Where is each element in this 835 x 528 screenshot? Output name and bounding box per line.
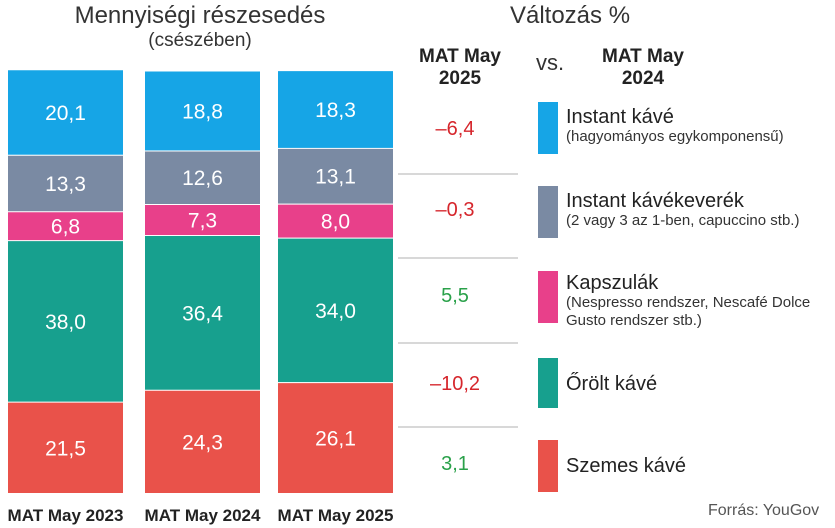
legend-label: Őrölt kávé xyxy=(566,373,658,395)
category-label: MAT May 2025 xyxy=(278,506,394,525)
current-period-line2: 2025 xyxy=(438,68,482,89)
data-label: 24,3 xyxy=(182,431,223,454)
category-label: MAT May 2023 xyxy=(8,506,124,525)
data-label: 18,3 xyxy=(315,99,356,122)
bar-segment xyxy=(278,70,393,148)
data-label: 38,0 xyxy=(45,311,86,334)
data-label: 18,8 xyxy=(182,101,223,124)
change-value: 5,5 xyxy=(441,285,469,307)
data-label: 13,3 xyxy=(45,173,86,196)
legend-swatch-instant-mix xyxy=(538,186,558,238)
change-value: –6,4 xyxy=(436,118,475,140)
source-note: Forrás: YouGov xyxy=(708,502,820,519)
change-value: –0,3 xyxy=(436,199,475,221)
legend-label: Kapszulák xyxy=(566,272,659,294)
legend-swatch-instant xyxy=(538,102,558,154)
bar-segment xyxy=(8,401,123,493)
legend-note: (hagyományos egykomponensű) xyxy=(566,128,784,145)
bar-segment xyxy=(145,150,260,204)
legend-label: Szemes kávé xyxy=(566,455,687,477)
chart-title: Mennyiségi részesedés xyxy=(74,2,326,29)
change-value: 3,1 xyxy=(441,453,469,475)
data-label: 8,0 xyxy=(321,211,350,234)
bar-segment xyxy=(145,235,260,390)
legend-item-ground: Őrölt kávé xyxy=(566,373,657,395)
bar-segment xyxy=(278,382,393,493)
chart-subtitle: (csészében) xyxy=(148,30,252,51)
data-label: 34,0 xyxy=(315,300,356,323)
bar-segment xyxy=(8,211,123,241)
bar-segment xyxy=(145,389,260,493)
data-label: 6,8 xyxy=(51,216,80,239)
data-label: 12,6 xyxy=(182,167,223,190)
bar-segment xyxy=(145,70,260,151)
current-period-line1: MAT May xyxy=(419,46,501,67)
data-label: 21,5 xyxy=(45,437,86,460)
bar-segment xyxy=(145,204,260,236)
vs-label: vs. xyxy=(536,50,565,75)
change-current-period-header: MAT May 2025 xyxy=(405,46,515,90)
legend-item-instant: Instant kávé (hagyományos egykomponensű) xyxy=(566,106,784,146)
legend-swatch-beans xyxy=(538,440,558,492)
data-label: 13,1 xyxy=(315,166,356,189)
category-label: MAT May 2024 xyxy=(145,506,261,525)
previous-period-line2: 2024 xyxy=(621,68,665,89)
change-previous-period-header: MAT May 2024 xyxy=(588,46,698,90)
previous-period-line1: MAT May xyxy=(602,46,684,67)
legend-item-instant-mix: Instant kávékeverék (2 vagy 3 az 1-ben, … xyxy=(566,190,799,230)
legend-swatch-ground xyxy=(538,358,558,408)
bar-segment xyxy=(8,154,123,212)
data-label: 36,4 xyxy=(182,302,223,325)
data-label: 26,1 xyxy=(315,428,356,451)
bar-segment xyxy=(278,203,393,238)
bar-segment xyxy=(8,240,123,402)
change-title: Változás % xyxy=(509,2,631,29)
legend-item-beans: Szemes kávé xyxy=(566,455,686,477)
bar-segment xyxy=(278,147,393,204)
legend-note: (Nespresso rendszer, Nescafé Dolce Gusto… xyxy=(566,294,811,329)
bar-segment xyxy=(8,69,123,155)
data-label: 20,1 xyxy=(45,102,86,125)
data-label: 7,3 xyxy=(188,210,217,233)
legend-item-capsules: Kapszulák (Nespresso rendszer, Nescafé D… xyxy=(566,272,828,330)
legend-swatch-capsules xyxy=(538,271,558,323)
legend-label: Instant kávé xyxy=(566,106,674,128)
change-value: –10,2 xyxy=(430,373,480,395)
legend-label: Instant kávékeverék xyxy=(566,190,744,212)
bar-segment xyxy=(278,237,393,383)
legend-note: (2 vagy 3 az 1-ben, capuccino stb.) xyxy=(566,212,800,229)
